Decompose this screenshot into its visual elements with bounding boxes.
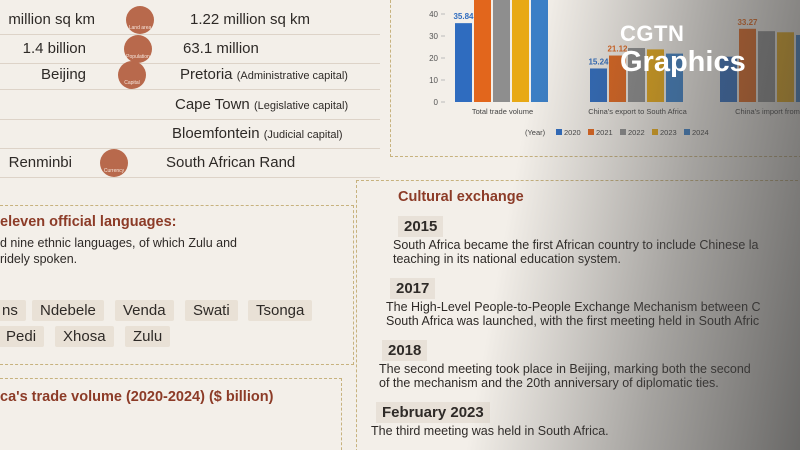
legend-label: 2020 [564, 128, 581, 137]
y-tick-label: 40 [429, 10, 438, 19]
bar [796, 34, 800, 102]
legend-swatch [684, 129, 690, 135]
x-tick-label: China's import from [735, 107, 800, 116]
bar [531, 0, 548, 103]
y-tick-label: 30 [429, 32, 438, 41]
legend-title: (Year) [525, 128, 546, 137]
value-label: 15.24 [588, 57, 609, 66]
bar [758, 31, 775, 102]
logo-line2: Graphics [620, 46, 746, 78]
bar [455, 23, 472, 102]
legend-swatch [652, 129, 658, 135]
y-tick-label: 0 [434, 98, 439, 107]
logo: CGTN Graphics [620, 21, 746, 79]
legend-label: 2024 [692, 128, 709, 137]
bar [493, 0, 510, 103]
legend-swatch [556, 129, 562, 135]
y-tick-label: 20 [429, 54, 438, 63]
x-tick-label: Total trade volume [472, 107, 533, 116]
legend-swatch [620, 129, 626, 135]
x-tick-label: China's export to South Africa [588, 107, 687, 116]
bar [512, 0, 529, 102]
bar [777, 32, 794, 103]
legend-label: 2022 [628, 128, 645, 137]
bar [590, 68, 607, 102]
legend-swatch [588, 129, 594, 135]
bar [474, 0, 491, 102]
value-label: 35.84 [453, 12, 474, 21]
logo-line1: CGTN [620, 21, 685, 46]
y-tick-label: 10 [429, 76, 438, 85]
legend-label: 2023 [660, 128, 677, 137]
legend-label: 2021 [596, 128, 613, 137]
